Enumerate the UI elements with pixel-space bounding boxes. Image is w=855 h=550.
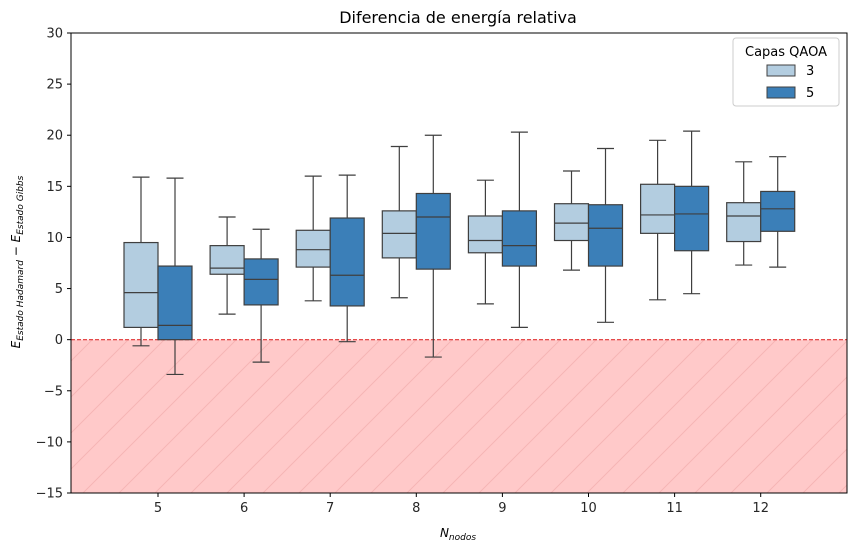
box-8-series-5 [415, 134, 451, 358]
x-tick-label: 10 [580, 501, 597, 516]
negative-region [71, 339, 847, 493]
iqr-box [726, 202, 762, 243]
y-tick-label: 0 [55, 333, 63, 348]
box-9-series-3 [467, 179, 503, 305]
y-axis-label: EEstado Hadamard − EEstado Gibbs [9, 175, 26, 348]
x-tick-label: 12 [752, 501, 769, 516]
box-11-series-3 [639, 139, 676, 301]
legend: Capas QAOA 3 5 [732, 37, 840, 107]
iqr-box [329, 217, 365, 307]
box-12-series-3 [726, 161, 762, 266]
legend-label-3: 3 [806, 64, 814, 79]
y-tick-label: 5 [55, 282, 63, 297]
box-10-series-5 [587, 147, 624, 323]
iqr-box [381, 210, 417, 259]
iqr-box [295, 229, 331, 268]
box-6-series-3 [209, 216, 245, 315]
iqr-box [673, 185, 710, 252]
iqr-box [243, 258, 279, 306]
y-tick-label: 25 [46, 78, 63, 93]
iqr-box [123, 241, 159, 329]
box-6-series-5 [243, 228, 279, 363]
iqr-box [553, 203, 590, 242]
chart-title: Diferencia de energía relativa [339, 8, 577, 27]
x-axis-label: Nnodos [440, 526, 476, 543]
x-tick-label: 7 [326, 501, 334, 516]
x-axis: 5 6 7 8 9 10 11 12 [154, 493, 769, 516]
axes-frame [70, 32, 848, 494]
iqr-box [467, 215, 503, 254]
y-tick-label: 30 [46, 27, 63, 42]
iqr-box [209, 245, 245, 275]
box-9-series-5 [501, 131, 537, 328]
iqr-box [760, 190, 796, 232]
iqr-box [639, 183, 676, 234]
x-tick-label: 5 [154, 501, 162, 516]
y-tick-label: 10 [46, 231, 63, 246]
box-7-series-3 [295, 175, 331, 302]
y-tick-label: 15 [46, 180, 63, 195]
x-tick-label: 11 [666, 501, 683, 516]
iqr-box [157, 265, 193, 341]
box-8-series-3 [381, 145, 417, 299]
legend-swatch-3 [766, 64, 796, 77]
iqr-box [587, 204, 624, 267]
x-tick-label: 9 [498, 501, 506, 516]
legend-swatch-5 [766, 86, 796, 99]
y-axis: −15 −10 −5 0 5 10 15 20 25 30 [36, 27, 71, 502]
iqr-box [501, 210, 537, 267]
box-12-series-5 [760, 156, 796, 268]
x-tick-label: 6 [240, 501, 248, 516]
y-tick-label: 20 [46, 129, 63, 144]
box-10-series-3 [553, 170, 590, 271]
box-11-series-5 [673, 130, 710, 295]
y-tick-label: −5 [44, 384, 63, 399]
legend-title: Capas QAOA [745, 45, 827, 60]
legend-label-5: 5 [806, 86, 814, 101]
x-tick-label: 8 [412, 501, 420, 516]
box-5-series-5 [157, 177, 193, 376]
iqr-box [415, 192, 451, 270]
y-tick-label: −10 [36, 435, 63, 450]
box-7-series-5 [329, 174, 365, 343]
y-tick-label: −15 [36, 487, 63, 502]
box-series-group [123, 130, 796, 376]
